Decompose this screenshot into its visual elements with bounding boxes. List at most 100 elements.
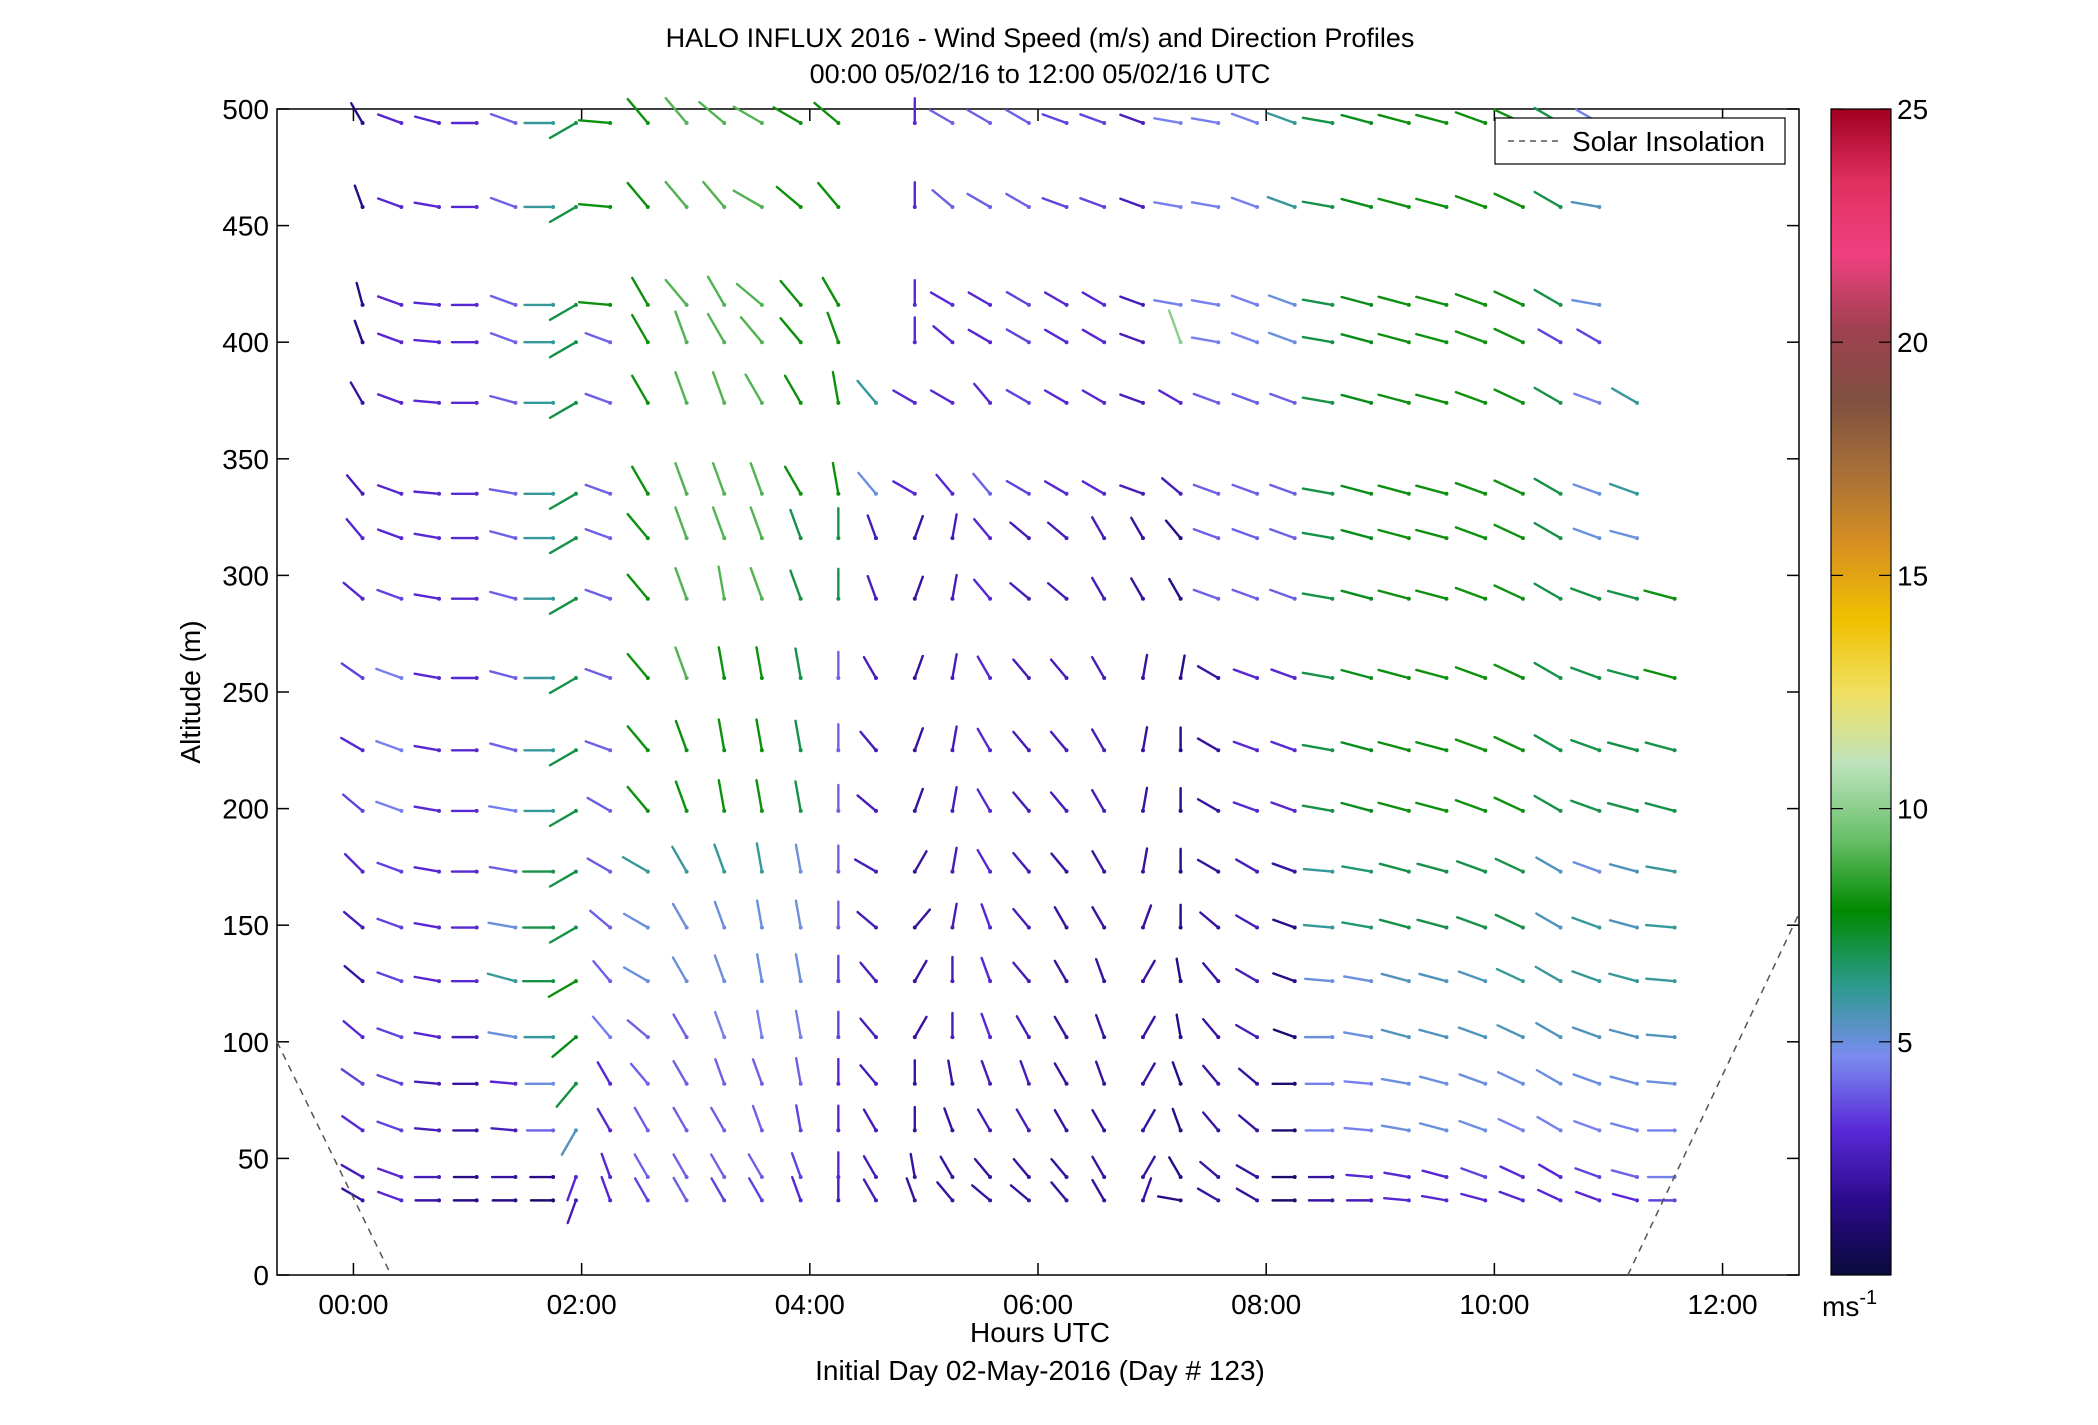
- wind-barb-station: [1558, 1081, 1563, 1086]
- wind-barb-station: [1444, 808, 1449, 813]
- wind-barb-station: [1520, 676, 1525, 681]
- wind-barb-station: [360, 536, 365, 541]
- wind-barb: [732, 105, 764, 125]
- wind-barb: [626, 785, 650, 813]
- x-tick-label: 06:00: [1003, 1289, 1073, 1320]
- wind-barb-station: [950, 1198, 955, 1203]
- wind-barb-station: [645, 596, 650, 601]
- wind-barb: [1119, 197, 1145, 209]
- wind-barb-station: [437, 869, 442, 874]
- wind-barb-station: [1483, 748, 1488, 753]
- wind-barb: [1157, 1195, 1182, 1202]
- wind-barb-station: [950, 536, 955, 541]
- wind-barb-station: [1255, 536, 1260, 541]
- wind-barb: [548, 121, 578, 140]
- wind-barb: [1270, 668, 1296, 680]
- wind-barb-station: [912, 120, 917, 125]
- wind-barb: [1009, 582, 1031, 600]
- wind-barb-station: [684, 302, 689, 307]
- wind-barb-station: [912, 204, 917, 209]
- wind-barb-station: [988, 302, 993, 307]
- solar-insolation-line: [1627, 913, 1800, 1276]
- wind-barb: [1269, 392, 1296, 405]
- wind-barb-station: [437, 1175, 442, 1180]
- wind-barb: [1199, 1160, 1220, 1179]
- wind-barb-station: [1558, 536, 1563, 541]
- wind-barb: [970, 1184, 992, 1202]
- wind-barb-station: [1140, 400, 1145, 405]
- wind-barb: [1141, 653, 1149, 680]
- wind-barb: [633, 1153, 650, 1179]
- wind-barb: [413, 975, 441, 983]
- wind-barb: [1341, 865, 1373, 873]
- wind-barb: [1091, 850, 1106, 873]
- wind-barb-station: [399, 302, 404, 307]
- wind-barb-station: [1520, 400, 1525, 405]
- wind-barb: [1606, 589, 1639, 600]
- wind-barb: [1301, 487, 1334, 495]
- wind-barb: [1130, 577, 1145, 600]
- wind-barb-station: [573, 120, 578, 125]
- wind-barb: [1570, 200, 1601, 209]
- wind-barb: [489, 394, 517, 405]
- wind-barb: [1272, 918, 1296, 929]
- wind-barb: [735, 282, 764, 307]
- wind-barb: [913, 850, 928, 873]
- wind-barb-station: [1140, 491, 1145, 496]
- wind-barb-station: [1558, 748, 1563, 753]
- wind-barb-station: [1406, 120, 1411, 125]
- wind-barb: [1608, 972, 1639, 983]
- wind-barb-station: [1483, 979, 1488, 984]
- wind-barb: [1230, 112, 1259, 125]
- wind-barb-station: [1672, 808, 1677, 813]
- wind-barb: [1012, 851, 1031, 873]
- wind-barb-station: [474, 748, 479, 753]
- wind-barb-station: [573, 1035, 578, 1040]
- wind-barb-station: [1178, 596, 1183, 601]
- wind-barb: [1235, 1187, 1259, 1202]
- wind-barb-station: [798, 1128, 803, 1133]
- legend-label-solar: Solar Insolation: [1572, 126, 1765, 157]
- wind-barb: [1380, 1028, 1411, 1039]
- wind-barb: [1049, 730, 1068, 752]
- wind-barb-station: [873, 808, 878, 813]
- wind-barb-station: [950, 400, 955, 405]
- wind-barb-station: [1406, 925, 1411, 930]
- wind-barb-station: [645, 1035, 650, 1040]
- wind-barb: [340, 1068, 364, 1085]
- wind-barb: [1340, 393, 1373, 405]
- wind-barb: [622, 966, 650, 983]
- wind-barb: [622, 912, 650, 929]
- wind-barb: [1377, 589, 1411, 600]
- colorbar-ticks: 5 10 15 20 25: [1831, 94, 1928, 1058]
- wind-barb: [913, 908, 932, 929]
- wind-barb: [1079, 113, 1106, 125]
- wind-barb: [626, 725, 650, 752]
- wind-barb: [548, 870, 578, 888]
- wind-barb: [376, 295, 403, 307]
- colorbar-tick-label: 5: [1897, 1027, 1913, 1058]
- wind-barb-station: [1330, 204, 1335, 209]
- wind-barb: [794, 1056, 802, 1085]
- wind-barb: [600, 1152, 612, 1179]
- wind-barb: [1179, 654, 1186, 680]
- wind-barb-station: [1369, 1128, 1374, 1133]
- wind-barb-station: [437, 979, 442, 984]
- wind-barb: [794, 953, 802, 983]
- wind-barb: [951, 513, 958, 540]
- wind-barb: [1190, 201, 1220, 209]
- wind-barb-station: [1330, 748, 1335, 753]
- wind-barb-station: [722, 925, 727, 930]
- wind-barb: [1141, 786, 1149, 813]
- wind-barb-station: [1064, 204, 1069, 209]
- wind-barb-station: [474, 596, 479, 601]
- wind-barb: [353, 184, 364, 209]
- wind-barb-station: [873, 596, 878, 601]
- wind-barb-station: [1178, 1175, 1183, 1180]
- wind-barb-station: [1026, 340, 1031, 345]
- wind-barb-station: [1026, 869, 1031, 874]
- wind-barb: [664, 180, 688, 209]
- wind-barb-station: [1444, 536, 1449, 541]
- wind-barb: [1049, 791, 1068, 813]
